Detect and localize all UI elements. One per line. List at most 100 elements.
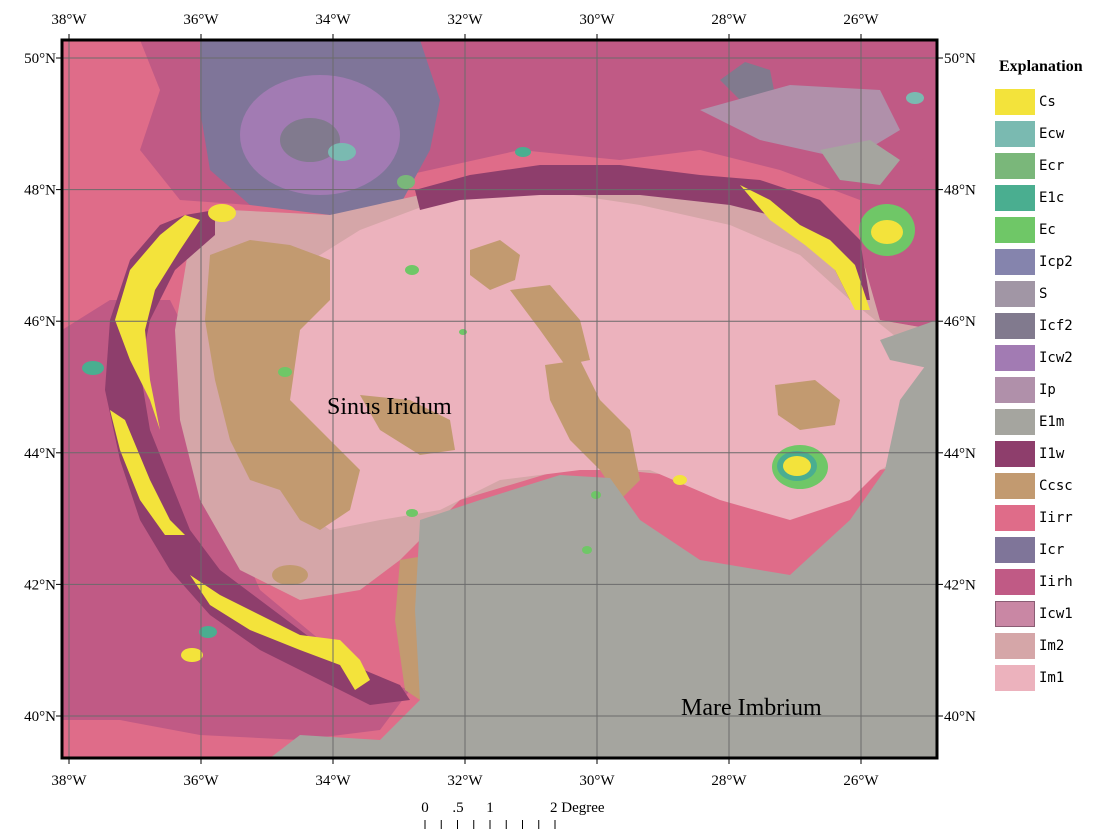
legend-item-im2: Im2 <box>992 630 1092 662</box>
map-frame <box>60 38 939 760</box>
latitude-label-left: 42°N <box>24 577 56 593</box>
legend-label: Ecr <box>1039 158 1065 174</box>
unit-ecw-spot-a <box>328 143 356 161</box>
longitude-label-top: 38°W <box>51 12 87 28</box>
legend-swatch <box>995 377 1035 403</box>
legend: Explanation Cs Ecw Ecr E1c Ec Icp2 S Icf2 Icw2 Ip… <box>992 58 1092 694</box>
latitude-label-right: 40°N <box>944 709 976 725</box>
unit-ccsc-center-a <box>470 240 520 290</box>
longitude-label-bottom: 38°W <box>51 773 87 789</box>
legend-label: Icr <box>1039 542 1065 558</box>
unit-ec-spot-h <box>278 367 292 377</box>
legend-item-iirr: Iirr <box>992 502 1092 534</box>
legend-swatch <box>995 505 1035 531</box>
longitude-label-bottom: 34°W <box>315 773 351 789</box>
unit-cs-crater-east <box>871 220 903 244</box>
legend-swatch <box>995 249 1035 275</box>
legend-swatch <box>995 313 1035 339</box>
legend-label: Icw1 <box>1039 606 1073 622</box>
legend-title: Explanation <box>999 58 1083 75</box>
unit-cs-crater-south <box>783 456 811 476</box>
latitude-label-right: 42°N <box>944 577 976 593</box>
legend-item-ec: Ec <box>992 214 1092 246</box>
longitude-label-top: 30°W <box>579 12 615 28</box>
unit-cs-west-arc <box>115 215 200 430</box>
legend-item-i1w: I1w <box>992 438 1092 470</box>
unit-ecw-spot-c <box>515 147 531 157</box>
unit-ccsc-small <box>272 565 308 585</box>
legend-swatch <box>995 153 1035 179</box>
latitude-label-right: 46°N <box>944 314 976 330</box>
legend-swatch <box>995 217 1035 243</box>
scale-bar-ticks <box>424 820 556 829</box>
legend-item-icp2: Icp2 <box>992 246 1092 278</box>
legend-label: Ip <box>1039 382 1056 398</box>
legend-swatch <box>995 89 1035 115</box>
longitude-label-bottom: 26°W <box>843 773 879 789</box>
legend-item-icw2: Icw2 <box>992 342 1092 374</box>
legend-label: Icw2 <box>1039 350 1073 366</box>
scale-tick-label-2: 2 Degree <box>550 800 605 816</box>
legend-label: I1w <box>1039 446 1065 462</box>
longitude-label-top: 36°W <box>183 12 219 28</box>
legend-item-e1m: E1m <box>992 406 1092 438</box>
scale-tick-label-0: 0 <box>421 800 429 816</box>
unit-ecw-spot-d <box>906 92 924 104</box>
legend-label: Iirh <box>1039 574 1073 590</box>
legend-item-ecr: Ecr <box>992 150 1092 182</box>
legend-items: Cs Ecw Ecr E1c Ec Icp2 S Icf2 Icw2 Ip E1m I1w Ccsc Ii… <box>992 86 1092 694</box>
unit-ec-spot-i <box>406 509 418 517</box>
unit-e1m-mare <box>270 350 937 758</box>
label-mare-imbrium: Mare Imbrium <box>681 695 822 721</box>
legend-swatch <box>995 345 1035 371</box>
legend-label: Icp2 <box>1039 254 1073 270</box>
unit-ec-spot-j <box>582 546 592 554</box>
legend-item-icw1: Icw1 <box>992 598 1092 630</box>
longitude-label-bottom: 30°W <box>579 773 615 789</box>
latitude-label-left: 40°N <box>24 709 56 725</box>
unit-ccsc-sinus <box>360 395 455 455</box>
unit-cs-ne-arc <box>740 185 870 310</box>
unit-ccsc-west <box>205 240 360 530</box>
legend-label: S <box>1039 286 1048 302</box>
unit-ip-patch-ne <box>700 85 900 160</box>
longitude-label-top: 28°W <box>711 12 747 28</box>
unit-ccsc-east <box>775 380 840 430</box>
legend-swatch <box>995 569 1035 595</box>
legend-item-ip: Ip <box>992 374 1092 406</box>
unit-ccsc-center-c <box>545 360 640 500</box>
longitude-label-top: 32°W <box>447 12 483 28</box>
longitude-label-top: 26°W <box>843 12 879 28</box>
unit-e1m-east-strip <box>880 320 937 370</box>
legend-swatch <box>995 473 1035 499</box>
coordinate-labels: 38°W 38°W 36°W 36°W 34°W 34°W 32°W 32°W 30°W 30°W… <box>24 12 976 789</box>
latitude-label-right: 48°N <box>944 183 976 199</box>
legend-swatch <box>995 441 1035 467</box>
unit-ec-spot-l <box>591 491 601 499</box>
legend-item-icf2: Icf2 <box>992 310 1092 342</box>
legend-item-ccsc: Ccsc <box>992 470 1092 502</box>
map-units <box>62 40 937 758</box>
latitude-label-right: 44°N <box>944 446 976 462</box>
unit-s-crater-center <box>280 118 340 162</box>
legend-item-e1c: E1c <box>992 182 1092 214</box>
legend-label: Cs <box>1039 94 1056 110</box>
legend-swatch <box>995 409 1035 435</box>
legend-swatch <box>995 185 1035 211</box>
latitude-label-left: 50°N <box>24 51 56 67</box>
unit-cs-crater-a <box>208 204 236 222</box>
legend-label: E1m <box>1039 414 1065 430</box>
latitude-label-left: 46°N <box>24 314 56 330</box>
legend-swatch <box>995 281 1035 307</box>
legend-label: Ccsc <box>1039 478 1073 494</box>
legend-swatch <box>995 633 1035 659</box>
legend-item-im1: Im1 <box>992 662 1092 694</box>
latitude-label-right: 50°N <box>944 51 976 67</box>
legend-label: Icf2 <box>1039 318 1073 334</box>
legend-swatch <box>995 665 1035 691</box>
latitude-label-left: 48°N <box>24 183 56 199</box>
legend-label: Ecw <box>1039 126 1065 142</box>
latitude-label-left: 44°N <box>24 446 56 462</box>
label-sinus-iridum: Sinus Iridum <box>327 394 452 420</box>
